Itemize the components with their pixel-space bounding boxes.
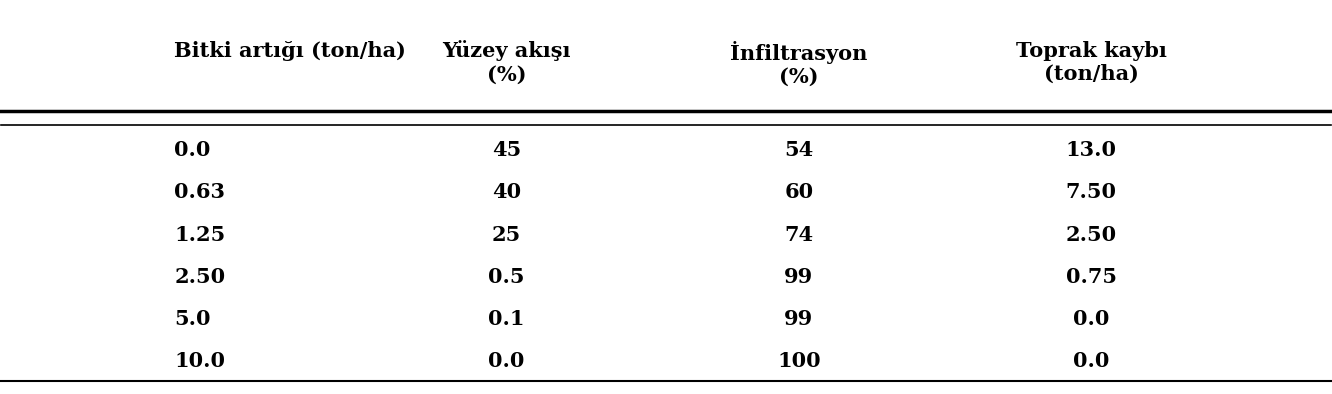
Text: 54: 54 xyxy=(785,140,814,160)
Text: 60: 60 xyxy=(785,182,814,202)
Text: 5.0: 5.0 xyxy=(174,309,210,329)
Text: 0.63: 0.63 xyxy=(174,182,225,202)
Text: 0.0: 0.0 xyxy=(1074,309,1110,329)
Text: 13.0: 13.0 xyxy=(1066,140,1116,160)
Text: 2.50: 2.50 xyxy=(174,267,225,287)
Text: 2.50: 2.50 xyxy=(1066,225,1118,245)
Text: 100: 100 xyxy=(777,351,821,371)
Text: 99: 99 xyxy=(785,309,814,329)
Text: 0.0: 0.0 xyxy=(1074,351,1110,371)
Text: 7.50: 7.50 xyxy=(1066,182,1116,202)
Text: 0.0: 0.0 xyxy=(489,351,525,371)
Text: İnfiltrasyon
(%): İnfiltrasyon (%) xyxy=(730,41,867,87)
Text: 0.1: 0.1 xyxy=(489,309,525,329)
Text: 25: 25 xyxy=(492,225,521,245)
Text: 1.25: 1.25 xyxy=(174,225,225,245)
Text: 45: 45 xyxy=(492,140,521,160)
Text: 0.75: 0.75 xyxy=(1066,267,1116,287)
Text: 10.0: 10.0 xyxy=(174,351,225,371)
Text: Yüzey akışı
(%): Yüzey akışı (%) xyxy=(442,41,570,85)
Text: 0.0: 0.0 xyxy=(174,140,210,160)
Text: 0.5: 0.5 xyxy=(489,267,525,287)
Text: 99: 99 xyxy=(785,267,814,287)
Text: Bitki artığı (ton/ha): Bitki artığı (ton/ha) xyxy=(174,41,406,61)
Text: 40: 40 xyxy=(492,182,521,202)
Text: Toprak kaybı
(ton/ha): Toprak kaybı (ton/ha) xyxy=(1016,41,1167,84)
Text: 74: 74 xyxy=(785,225,814,245)
